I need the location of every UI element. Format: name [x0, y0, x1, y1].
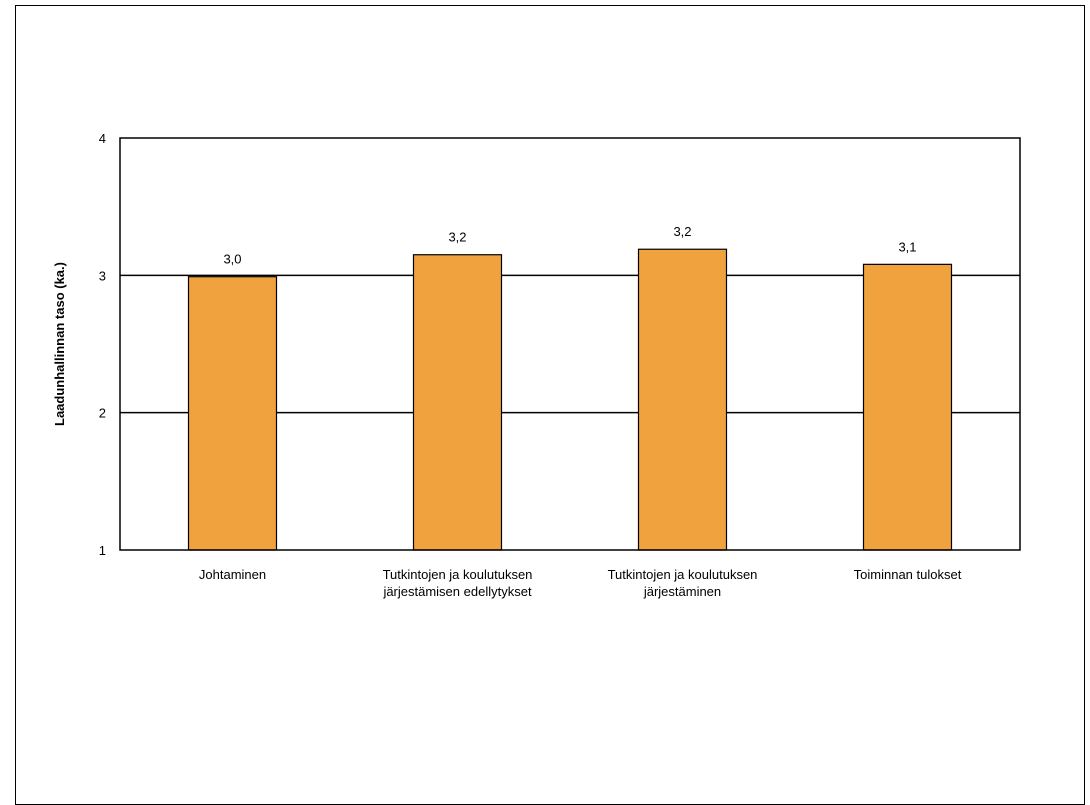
y-axis-label: Laadunhallinnan taso (ka.) [52, 262, 67, 426]
y-tick-label: 1 [99, 543, 106, 558]
x-tick-label: Tutkintojen ja koulutuksen [608, 567, 758, 582]
x-tick-label: järjestäminen [643, 584, 721, 599]
y-tick-label: 2 [99, 406, 106, 421]
y-tick-label: 3 [99, 268, 106, 283]
x-tick-label: Johtaminen [199, 567, 266, 582]
data-label: 3,2 [673, 224, 691, 239]
x-tick-label: järjestämisen edellytykset [382, 584, 532, 599]
data-label: 3,1 [898, 239, 916, 254]
data-label: 3,2 [448, 230, 466, 245]
x-tick-label: Tutkintojen ja koulutuksen [383, 567, 533, 582]
bar [412, 254, 503, 551]
y-tick-label: 4 [99, 131, 106, 146]
bar [862, 263, 953, 551]
data-label: 3,0 [223, 252, 241, 267]
bar-chart: 1 2 3 4 3,0 Johtaminen 3,2 Tutkintojen ja koulu… [52, 131, 1021, 599]
plot-area [119, 137, 1021, 551]
bar [637, 248, 728, 551]
x-tick-label: Toiminnan tulokset [854, 567, 962, 582]
bar [187, 276, 278, 551]
